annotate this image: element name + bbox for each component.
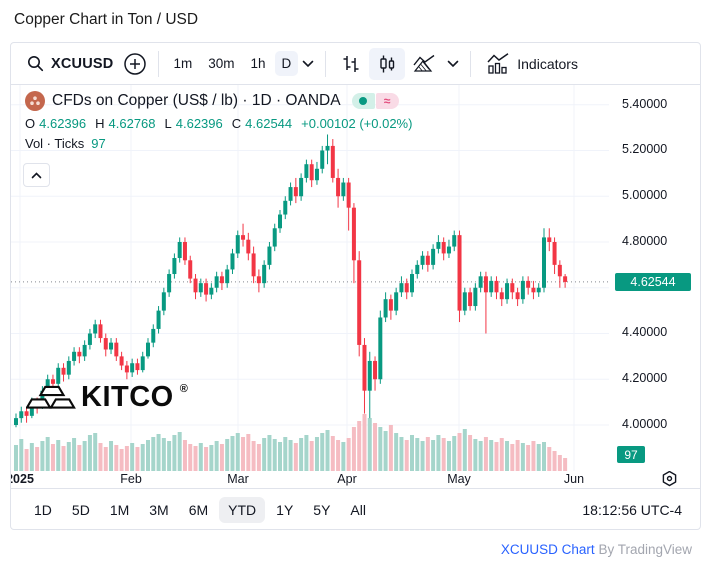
chevron-down-icon bbox=[302, 60, 314, 68]
page-title: Copper Chart in Ton / USD bbox=[14, 11, 199, 28]
interval-d[interactable]: D bbox=[274, 51, 299, 76]
compare-button[interactable] bbox=[119, 48, 151, 80]
kitco-wordmark: KITCO bbox=[81, 381, 174, 413]
symbol-description[interactable]: CFDs on Copper (US$ / lb) · 1D · OANDA bbox=[52, 92, 341, 109]
close-value: 4.62544 bbox=[245, 116, 293, 131]
range-toolbar: 1D 5D 1M 3M 6M YTD 1Y 5Y All 18:12:56 UTC-4 bbox=[11, 488, 700, 530]
range-5y[interactable]: 5Y bbox=[304, 497, 339, 523]
toolbar-divider bbox=[470, 50, 472, 77]
open-label: O bbox=[25, 116, 36, 131]
volume-badge: 97 bbox=[617, 446, 645, 463]
low-value: 4.62396 bbox=[175, 116, 223, 131]
clock[interactable]: 18:12:56 UTC-4 bbox=[582, 501, 682, 518]
kitco-gold-bars-icon bbox=[26, 384, 76, 412]
symbol-legend: CFDs on Copper (US$ / lb) · 1D · OANDA ≈… bbox=[25, 91, 412, 151]
chevron-up-icon bbox=[31, 171, 42, 179]
price-tick: 4.20000 bbox=[622, 371, 668, 386]
candlestick-chart[interactable] bbox=[11, 85, 609, 471]
attribution-suffix: By TradingView bbox=[594, 542, 692, 557]
range-ytd[interactable]: YTD bbox=[219, 496, 266, 523]
toolbar-divider bbox=[158, 50, 160, 77]
range-6m[interactable]: 6M bbox=[180, 497, 217, 523]
close-label: C bbox=[231, 116, 242, 131]
price-tick: 4.00000 bbox=[622, 416, 668, 431]
market-status-pills: ≈ bbox=[351, 93, 399, 109]
range-3m[interactable]: 3M bbox=[140, 497, 177, 523]
time-tick-feb: Feb bbox=[120, 472, 142, 486]
symbol-name: XCUUSD bbox=[51, 55, 114, 72]
low-label: L bbox=[164, 116, 172, 131]
indicators-button[interactable]: Indicators bbox=[478, 48, 586, 79]
style-menu-button[interactable] bbox=[443, 56, 463, 72]
price-tick: 5.00000 bbox=[622, 188, 668, 203]
chart-card: XCUUSD 1m 30m 1h D bbox=[10, 42, 701, 530]
current-price-label: 4.62544 bbox=[615, 272, 691, 291]
range-1y[interactable]: 1Y bbox=[267, 497, 302, 523]
interval-1m[interactable]: 1m bbox=[166, 51, 199, 76]
interval-30m[interactable]: 30m bbox=[201, 51, 241, 76]
attribution: XCUUSD Chart By TradingView bbox=[501, 542, 692, 557]
time-tick-may: May bbox=[447, 472, 471, 486]
copper-logo-icon bbox=[25, 91, 45, 111]
volume-value: 97 bbox=[91, 136, 106, 151]
axis-settings-button[interactable] bbox=[661, 471, 678, 487]
top-toolbar: XCUUSD 1m 30m 1h D bbox=[11, 43, 700, 85]
range-5d[interactable]: 5D bbox=[63, 497, 99, 523]
price-tick: 5.20000 bbox=[622, 142, 668, 157]
volume-label: Vol · Ticks bbox=[25, 136, 85, 151]
time-tick-jun: Jun bbox=[563, 472, 585, 486]
symbol-search-button[interactable]: XCUUSD bbox=[21, 51, 119, 76]
open-value: 4.62396 bbox=[39, 116, 87, 131]
candles-style-button[interactable] bbox=[369, 47, 406, 80]
bars-style-button[interactable] bbox=[333, 48, 369, 80]
registered-mark: ® bbox=[179, 382, 188, 395]
interval-menu-button[interactable] bbox=[298, 56, 318, 72]
interval-1h[interactable]: 1h bbox=[243, 51, 272, 76]
price-tick: 5.40000 bbox=[622, 96, 668, 111]
area-style-button[interactable] bbox=[405, 49, 443, 79]
price-tick: 4.40000 bbox=[622, 325, 668, 340]
compare-plus-icon bbox=[123, 52, 147, 76]
range-1d[interactable]: 1D bbox=[25, 497, 61, 523]
high-label: H bbox=[95, 116, 105, 131]
search-icon bbox=[27, 55, 44, 72]
chart-region: 5.400005.200005.000004.800004.600004.400… bbox=[11, 85, 700, 471]
candlestick-icon bbox=[376, 53, 398, 75]
high-value: 4.62768 bbox=[108, 116, 156, 131]
kitco-watermark: KITCO ® bbox=[26, 381, 188, 413]
change-value: +0.00102 (+0.02%) bbox=[301, 116, 413, 131]
time-tick-mar: Mar bbox=[227, 472, 249, 486]
time-tick-2025: 2025 bbox=[11, 472, 34, 486]
time-axis[interactable]: 2025 Feb Mar Apr May Jun bbox=[11, 471, 700, 488]
symbol-chart-link[interactable]: XCUUSD Chart bbox=[500, 542, 595, 557]
delayed-data-icon: ≈ bbox=[375, 93, 399, 109]
interval-group: 1m 30m 1h D bbox=[166, 51, 299, 76]
gear-icon bbox=[661, 471, 678, 487]
ohlc-row: O 4.62396 H 4.62768 L 4.62396 C 4.62544 +0.0… bbox=[25, 116, 412, 131]
range-1m[interactable]: 1M bbox=[101, 497, 138, 523]
volume-row: Vol · Ticks 97 bbox=[25, 136, 412, 151]
indicators-icon bbox=[486, 53, 510, 74]
range-all[interactable]: All bbox=[341, 497, 375, 523]
chevron-down-icon bbox=[447, 60, 459, 68]
area-chart-icon bbox=[412, 54, 436, 74]
collapse-legend-button[interactable] bbox=[23, 163, 50, 187]
toolbar-divider bbox=[325, 50, 327, 77]
market-open-icon bbox=[351, 93, 375, 109]
price-tick: 4.80000 bbox=[622, 233, 668, 248]
ohlc-bars-icon bbox=[340, 53, 362, 75]
time-tick-apr: Apr bbox=[337, 472, 357, 486]
indicators-label: Indicators bbox=[517, 55, 578, 72]
range-group: 1D 5D 1M 3M 6M YTD 1Y 5Y All bbox=[25, 496, 375, 523]
